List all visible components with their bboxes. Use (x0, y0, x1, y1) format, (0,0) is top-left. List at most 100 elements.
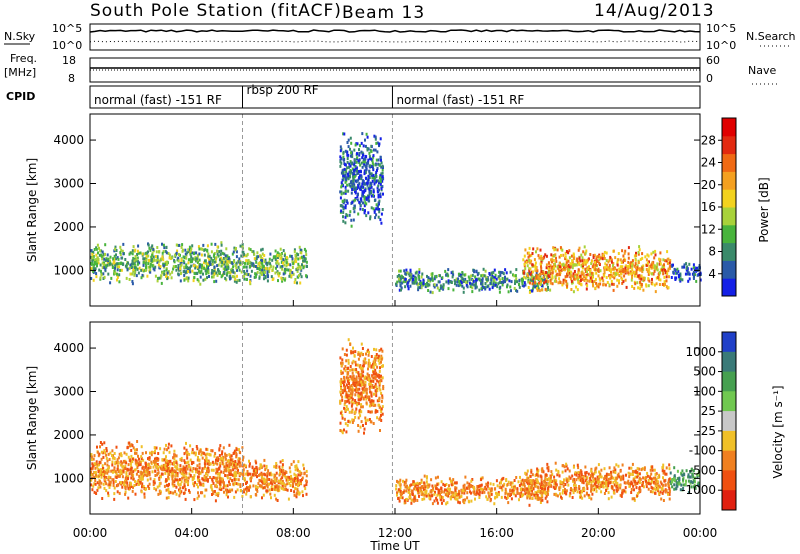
echo-cell (353, 206, 356, 210)
echo-cell (243, 490, 245, 494)
echo-cell (360, 351, 363, 355)
echo-cell (627, 267, 630, 271)
echo-cell (114, 470, 117, 474)
echo-cell (533, 276, 536, 280)
echo-cell (107, 452, 110, 456)
echo-cell (356, 388, 359, 392)
echo-cell (145, 254, 148, 258)
echo-cell (99, 471, 102, 475)
echo-cell (298, 274, 300, 278)
echo-cell (406, 271, 409, 275)
echo-cell (375, 203, 378, 207)
echo-cell (201, 266, 203, 270)
echo-cell (545, 277, 548, 281)
echo-cell (171, 474, 174, 478)
echo-cell (251, 473, 254, 477)
echo-cell (354, 143, 357, 147)
echo-cell (677, 269, 680, 273)
echo-cell (435, 275, 438, 279)
echo-cell (646, 261, 649, 265)
echo-cell (511, 490, 514, 494)
echo-cell (360, 369, 363, 373)
echo-cell (636, 281, 639, 285)
echo-cell (201, 451, 204, 455)
echo-cell (638, 245, 641, 249)
echo-cell (133, 270, 136, 274)
echo-cell (116, 262, 119, 266)
echo-cell (207, 264, 210, 267)
echo-cell (418, 277, 421, 281)
echo-cell (572, 272, 575, 276)
echo-cell (375, 348, 378, 352)
echo-cell (409, 493, 411, 496)
echo-cell (236, 462, 239, 466)
echo-cell (206, 452, 209, 456)
echo-cell (187, 476, 190, 480)
echo-cell (478, 288, 481, 292)
echo-cell (125, 470, 128, 474)
echo-cell (476, 485, 479, 488)
echo-cell (401, 496, 404, 500)
echo-cell (156, 458, 159, 462)
echo-cell (183, 278, 186, 282)
echo-cell (486, 276, 489, 280)
echo-cell (176, 249, 179, 253)
echo-cell (378, 381, 381, 385)
echo-cell (529, 267, 532, 271)
echo-cell (339, 145, 342, 149)
echo-cell (405, 489, 408, 493)
echo-cell (154, 460, 157, 464)
echo-cell (179, 464, 182, 468)
echo-cell (164, 464, 167, 468)
echo-cell (351, 368, 354, 372)
echo-cell (95, 462, 98, 466)
echo-cell (235, 473, 238, 477)
echo-cell (361, 165, 364, 169)
echo-cell (215, 483, 218, 487)
echo-cell (364, 201, 367, 205)
echo-cell (359, 366, 362, 370)
echo-cell (119, 253, 122, 256)
echo-cell (378, 142, 381, 146)
echo-cell (539, 501, 542, 504)
echo-cell (524, 276, 527, 280)
echo-cell (250, 261, 253, 265)
echo-cell (279, 256, 282, 260)
echo-cell (342, 174, 345, 178)
echo-cell (378, 357, 381, 361)
echo-cell (188, 245, 191, 249)
echo-cell (409, 284, 412, 288)
echo-cell (269, 472, 272, 476)
echo-cell (353, 158, 356, 162)
echo-cell (363, 361, 366, 365)
echo-cell (277, 479, 280, 483)
echo-cell (219, 456, 222, 460)
echo-cell (578, 281, 581, 285)
echo-cell (231, 275, 234, 279)
echo-cell (654, 290, 657, 294)
echo-cell (369, 164, 372, 168)
echo-cell (381, 168, 384, 172)
echo-cell (284, 267, 286, 271)
echo-cell (92, 250, 95, 254)
echo-cell (301, 478, 303, 482)
echo-cell (215, 256, 218, 260)
echo-cell (347, 174, 350, 178)
echo-cell (577, 278, 579, 282)
echo-cell (361, 347, 364, 350)
echo-cell (116, 490, 119, 494)
echo-cell (226, 260, 229, 263)
echo-cell (181, 467, 184, 471)
echo-cell (134, 451, 136, 455)
echo-cell (343, 367, 346, 371)
echo-cell (228, 465, 231, 469)
echo-cell (131, 272, 134, 276)
echo-cell (211, 477, 214, 481)
echo-cell (534, 281, 537, 285)
echo-cell (151, 264, 154, 268)
echo-cell (98, 472, 101, 476)
echo-cell (138, 476, 141, 480)
echo-cell (672, 263, 674, 267)
velocity-echoes (90, 322, 701, 514)
echo-cell (359, 163, 362, 167)
